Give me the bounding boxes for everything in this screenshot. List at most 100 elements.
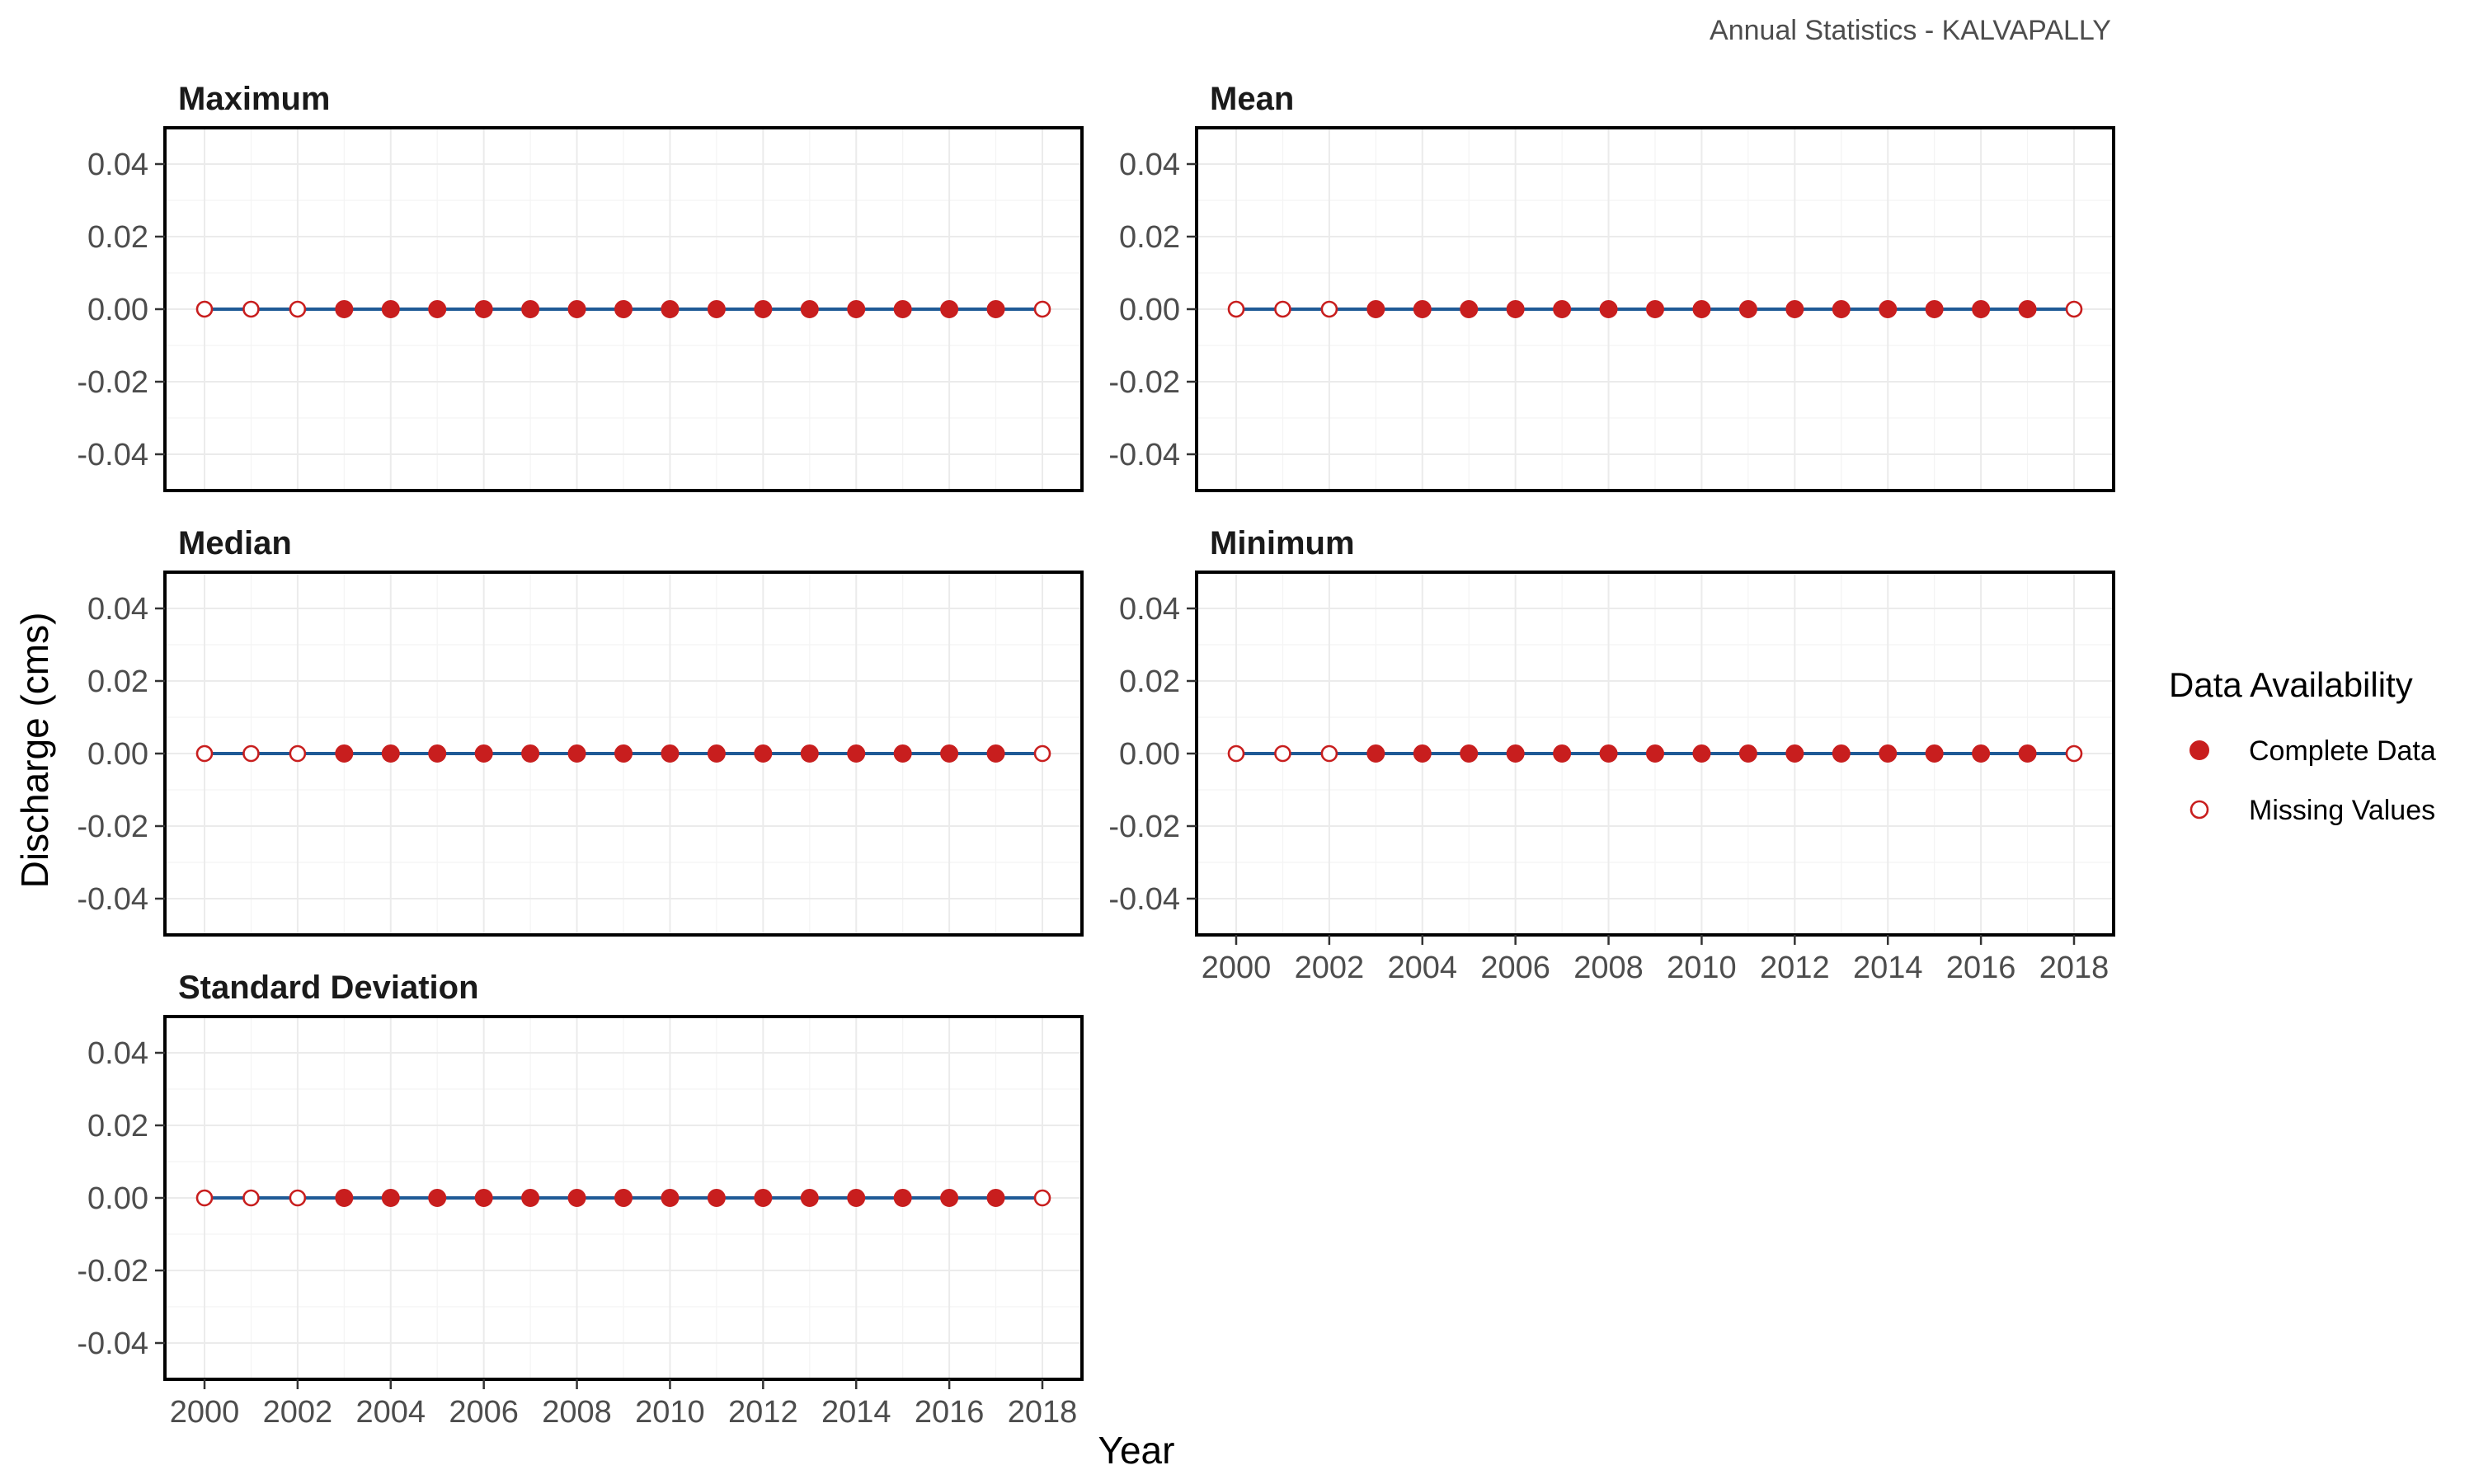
complete-data-point-2015	[1925, 300, 1944, 318]
complete-data-point-2005	[1460, 744, 1479, 763]
complete-data-point-2013	[1832, 744, 1851, 763]
x-tick-label: 2012	[1760, 951, 1830, 985]
complete-data-point-2013	[800, 744, 819, 763]
complete-data-point-2017	[2018, 300, 2037, 318]
panel-title: Median	[178, 525, 292, 561]
legend: Data Availability Complete Data Missing V…	[2169, 665, 2436, 826]
y-tick-label: 0.02	[1119, 665, 1180, 699]
complete-data-point-2015	[893, 1189, 912, 1207]
y-tick-label: 0.02	[87, 1109, 148, 1144]
complete-data-point-2008	[567, 300, 586, 318]
complete-data-point-2007	[521, 744, 540, 763]
legend-key-complete-data	[2189, 740, 2209, 760]
complete-data-point-2007	[1553, 744, 1572, 763]
missing-value-point-2018	[1033, 300, 1051, 318]
x-tick-label: 2002	[1295, 951, 1365, 985]
y-tick-label: 0.00	[1119, 293, 1180, 327]
x-tick-label: 2006	[449, 1395, 519, 1430]
complete-data-point-2011	[1738, 744, 1757, 763]
y-tick-label: -0.02	[77, 810, 148, 844]
y-tick-label: -0.04	[77, 438, 148, 472]
complete-data-point-2010	[1692, 744, 1711, 763]
y-tick-label: -0.02	[77, 365, 148, 400]
missing-value-point-2001	[242, 744, 260, 763]
complete-data-point-2016	[1972, 744, 1991, 763]
complete-data-point-2011	[707, 744, 726, 763]
complete-data-point-2015	[893, 300, 912, 318]
x-tick-label: 2014	[1853, 951, 1923, 985]
complete-data-point-2014	[847, 744, 866, 763]
x-tick-label: 2014	[821, 1395, 891, 1430]
y-tick-label: 0.00	[87, 737, 148, 772]
complete-data-point-2015	[893, 744, 912, 763]
complete-data-point-2006	[1506, 300, 1525, 318]
complete-data-point-2013	[800, 1189, 819, 1207]
panel-median: Median -0.04 -0.02 0.00 0.02 0.04	[77, 525, 1084, 937]
panel-mean: Mean -0.04 -0.02 0.00 0.02 0.04	[1108, 81, 2115, 492]
missing-value-point-2001	[1274, 300, 1291, 318]
panel-standard-deviation: Standard Deviation -0.04 -0.02 0.00 0.02 0.04…	[77, 970, 1084, 1430]
missing-value-point-2002	[289, 300, 307, 318]
x-tick-label: 2018	[2039, 951, 2109, 985]
missing-value-point-2000	[195, 1189, 214, 1207]
x-tick-label: 2016	[915, 1395, 985, 1430]
complete-data-point-2011	[707, 1189, 726, 1207]
complete-data-point-2017	[986, 744, 1005, 763]
complete-data-point-2003	[335, 1189, 354, 1207]
y-tick-label: 0.04	[87, 1036, 148, 1071]
complete-data-point-2003	[335, 300, 354, 318]
missing-value-point-2001	[242, 1189, 260, 1207]
missing-value-point-2000	[1227, 300, 1245, 318]
x-tick-label: 2010	[635, 1395, 705, 1430]
complete-data-point-2014	[847, 1189, 866, 1207]
missing-value-point-2000	[195, 300, 214, 318]
complete-data-point-2012	[754, 1189, 773, 1207]
complete-data-point-2004	[1413, 744, 1432, 763]
missing-value-point-2002	[1320, 300, 1338, 318]
y-tick-label: -0.04	[1108, 438, 1180, 472]
x-tick-label: 2008	[542, 1395, 612, 1430]
y-tick-label: 0.00	[87, 1181, 148, 1216]
complete-data-point-2017	[2018, 744, 2037, 763]
missing-value-point-2018	[2065, 300, 2083, 318]
complete-data-point-2007	[1553, 300, 1572, 318]
complete-data-point-2005	[428, 744, 447, 763]
missing-value-point-2001	[1274, 744, 1291, 763]
complete-data-point-2005	[428, 1189, 447, 1207]
complete-data-point-2012	[1785, 300, 1804, 318]
complete-data-point-2003	[1366, 744, 1385, 763]
complete-data-point-2012	[754, 300, 773, 318]
x-tick-label: 2010	[1667, 951, 1737, 985]
x-tick-label: 2004	[356, 1395, 426, 1430]
panel-minimum: Minimum -0.04 -0.02 0.00 0.02 0.04 2000 2002 200…	[1108, 525, 2115, 985]
x-tick-label: 2012	[728, 1395, 798, 1430]
complete-data-point-2008	[567, 1189, 586, 1207]
missing-value-point-2000	[1227, 744, 1245, 763]
complete-data-point-2009	[614, 300, 633, 318]
complete-data-point-2013	[800, 300, 819, 318]
y-tick-label: -0.02	[1108, 365, 1180, 400]
missing-value-point-2002	[289, 744, 307, 763]
x-tick-label: 2016	[1946, 951, 2016, 985]
complete-data-point-2017	[986, 300, 1005, 318]
y-tick-label: 0.02	[87, 220, 148, 255]
complete-data-point-2011	[1738, 300, 1757, 318]
panel-title: Standard Deviation	[178, 970, 479, 1006]
complete-data-point-2009	[614, 744, 633, 763]
complete-data-point-2010	[661, 744, 680, 763]
missing-value-point-2002	[1320, 744, 1338, 763]
complete-data-point-2011	[707, 300, 726, 318]
complete-data-point-2006	[474, 1189, 493, 1207]
y-tick-label: 0.02	[87, 665, 148, 699]
complete-data-point-2016	[940, 744, 959, 763]
complete-data-point-2016	[940, 300, 959, 318]
y-tick-label: -0.04	[1108, 882, 1180, 917]
complete-data-point-2008	[1599, 744, 1618, 763]
panel-title: Maximum	[178, 81, 331, 117]
y-tick-label: 0.02	[1119, 220, 1180, 255]
complete-data-point-2005	[428, 300, 447, 318]
missing-value-point-2000	[195, 744, 214, 763]
legend-label-complete-data: Complete Data	[2249, 735, 2436, 767]
y-tick-label: -0.02	[77, 1254, 148, 1289]
complete-data-point-2006	[474, 300, 493, 318]
